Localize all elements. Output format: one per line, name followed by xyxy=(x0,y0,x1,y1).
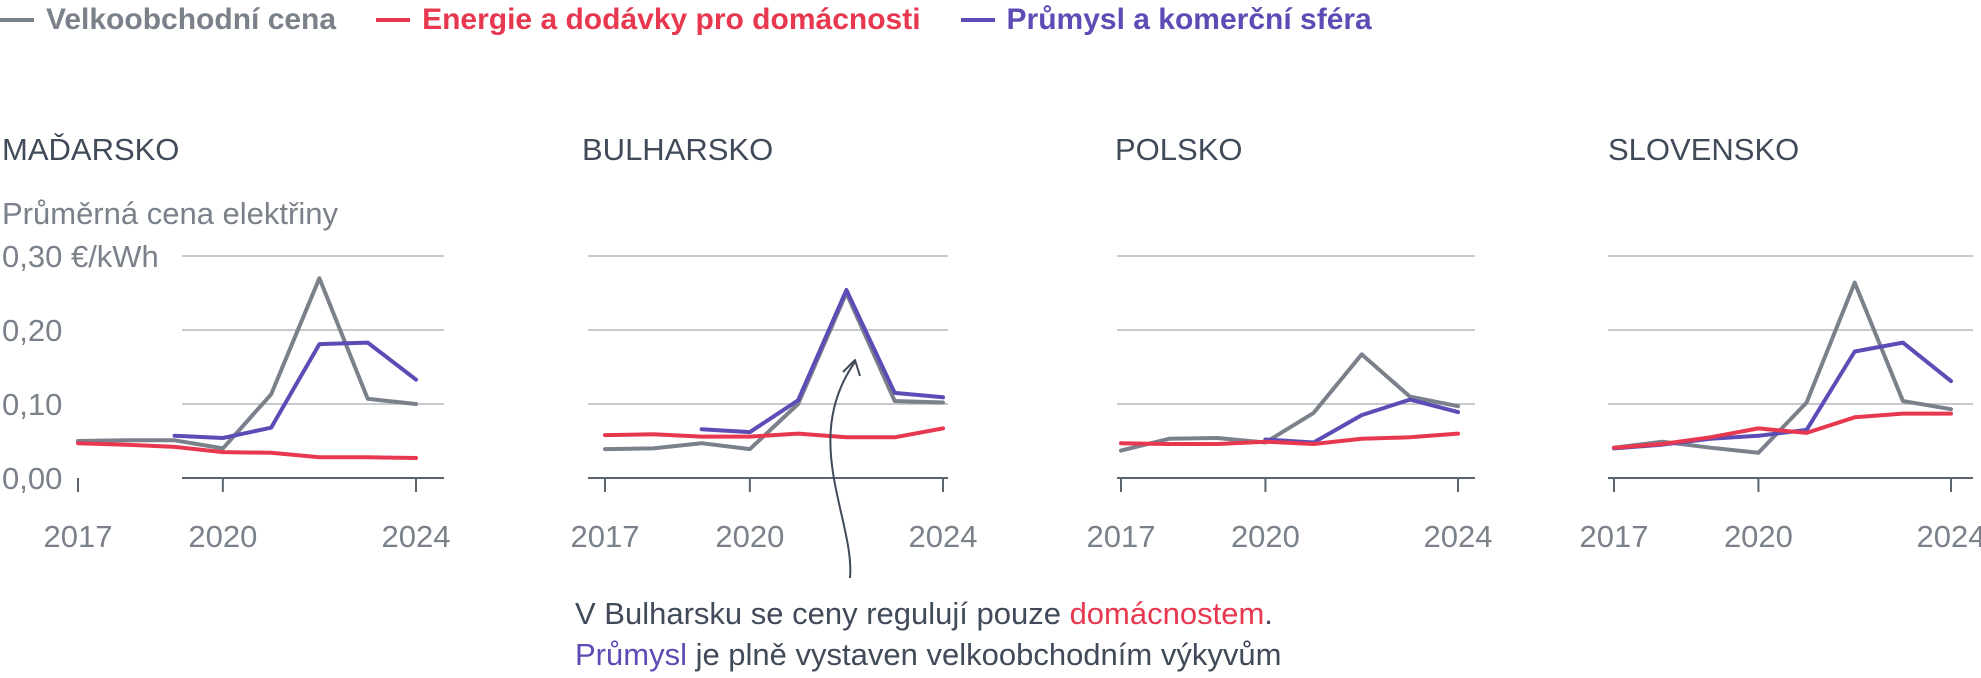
legend-label: Průmysl a komerční sféra xyxy=(1006,3,1372,36)
annotation-note: V Bulharsku se ceny regulují pouze domác… xyxy=(575,593,1281,675)
x-tick-label: 2024 xyxy=(909,519,978,554)
x-tick-label: 2020 xyxy=(715,519,784,554)
legend-swatch xyxy=(376,18,411,22)
legend: Velkoobchodní cena Energie a dodávky pro … xyxy=(0,0,1412,40)
series-line xyxy=(1119,431,1460,446)
series-line xyxy=(76,441,418,460)
note-line-2-suffix: je plně vystaven velkoobchodním výkyvům xyxy=(686,637,1282,672)
series-line xyxy=(1612,411,1953,450)
x-tick-label: 2020 xyxy=(188,519,257,554)
x-tick-label: 2017 xyxy=(1087,519,1156,554)
legend-swatch xyxy=(0,18,34,22)
series-line xyxy=(172,340,418,440)
legend-item: Energie a dodávky pro domácnosti xyxy=(376,3,921,37)
series-line xyxy=(603,291,945,452)
note-highlight-industry: Průmysl xyxy=(575,637,687,672)
series-line xyxy=(699,288,945,435)
x-tick-label: 2024 xyxy=(382,519,451,554)
note-highlight-households: domácnostem xyxy=(1069,596,1265,631)
annotation-arrow-line xyxy=(829,361,856,579)
x-tick-label: 2017 xyxy=(571,519,640,554)
legend-item: Velkoobchodní cena xyxy=(0,3,336,37)
panel-title: POLSKO xyxy=(1115,132,1243,167)
panel-title: BULHARSKO xyxy=(582,132,773,167)
x-tick-label: 2017 xyxy=(44,519,113,554)
x-tick-label: 2024 xyxy=(1424,519,1493,554)
x-tick-label: 2020 xyxy=(1724,519,1793,554)
y-tick-label: 0,20 xyxy=(2,313,62,348)
legend-label: Velkoobchodní cena xyxy=(46,3,337,36)
note-line-2: Průmysl je plně vystaven velkoobchodním … xyxy=(575,634,1281,675)
series-line xyxy=(1612,280,1953,455)
annotation-arrow-head xyxy=(842,359,861,377)
x-tick-label: 2020 xyxy=(1231,519,1300,554)
series-line xyxy=(76,276,418,451)
series-line xyxy=(1119,352,1460,453)
series-line xyxy=(603,426,945,440)
y-tick-label: 0,30 €/kWh xyxy=(2,239,159,274)
y-tick-label: 0,10 xyxy=(2,387,62,422)
note-line-1: V Bulharsku se ceny regulují pouze domác… xyxy=(575,593,1281,634)
panel-title: SLOVENSKO xyxy=(1608,132,1799,167)
legend-label: Energie a dodávky pro domácnosti xyxy=(422,3,921,36)
x-tick-label: 2017 xyxy=(1580,519,1649,554)
note-line-1-suffix: . xyxy=(1264,596,1273,631)
y-tick-label: 0,00 xyxy=(2,461,62,496)
legend-item: Průmysl a komerční sféra xyxy=(960,3,1372,37)
y-axis-title: Průměrná cena elektřiny xyxy=(2,196,338,231)
legend-swatch xyxy=(960,18,995,22)
x-tick-label: 2024 xyxy=(1917,519,1981,554)
note-line-1-prefix: V Bulharsku se ceny regulují pouze xyxy=(575,596,1070,631)
panel-title: MAĎARSKO xyxy=(2,132,179,167)
